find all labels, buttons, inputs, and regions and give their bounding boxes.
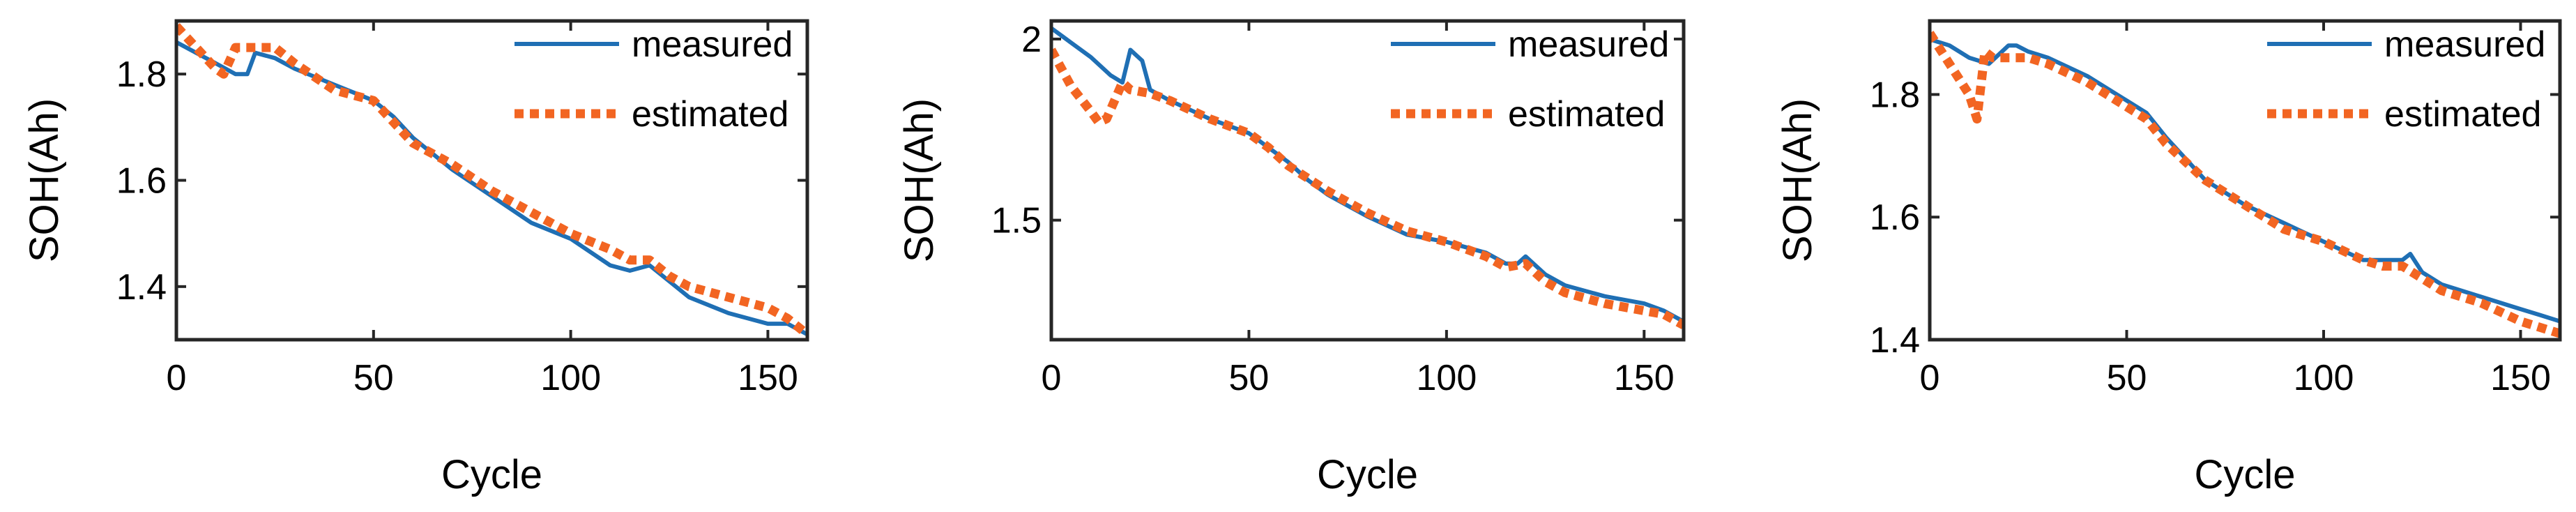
x-tick-label: 100: [540, 358, 601, 398]
y-tick-label: 1.6: [116, 161, 167, 202]
legend-label-estimated: estimated: [2384, 94, 2541, 135]
x-tick-label: 50: [1229, 358, 1270, 398]
x-tick-label: 150: [1614, 358, 1675, 398]
x-tick-label: 150: [2490, 358, 2551, 398]
series-measured-line: [1051, 26, 1684, 324]
legend-label-measured: measured: [1508, 24, 1669, 65]
axes-frame: [1049, 19, 1686, 342]
axes-frame: [1928, 19, 2562, 342]
y-tick-label: 1.5: [991, 201, 1042, 241]
x-axis-title: Cycle: [1317, 452, 1418, 497]
x-tick-label: 0: [167, 358, 187, 398]
series-estimated-line: [1930, 31, 2560, 338]
y-axis-title: SOH(Ah): [1775, 98, 1820, 262]
y-tick-label: 1.4: [116, 267, 167, 308]
x-axis-title: Cycle: [441, 452, 542, 497]
chart-panel-2: 0 50 100 150 1.5 2 Cycle SOH(Ah) measured estimat…: [897, 19, 1686, 497]
chart-panel-1: 0 50 100 150 1.4 1.6 1.8 Cycle SOH(Ah) measured es…: [22, 19, 809, 497]
x-tick-label: 100: [2294, 358, 2354, 398]
y-tick-label: 1.6: [1870, 197, 1920, 238]
x-tick-label: 50: [2107, 358, 2147, 398]
legend: measured estimated: [515, 24, 793, 135]
chart-panel-3: 0 50 100 150 1.4 1.6 1.8 Cycle SOH(Ah) measured es…: [1775, 19, 2562, 497]
x-tick-label: 100: [1416, 358, 1477, 398]
series-estimated-line: [176, 23, 807, 338]
legend-label-estimated: estimated: [1508, 94, 1665, 135]
legend: measured estimated: [2267, 24, 2545, 135]
series-estimated-line: [1051, 47, 1684, 329]
y-tick-label: 1.4: [1870, 320, 1920, 361]
x-tick-label: 50: [353, 358, 394, 398]
x-tick-label: 0: [1920, 358, 1940, 398]
series-measured-line: [1930, 37, 2560, 324]
legend: measured estimated: [1391, 24, 1669, 135]
x-tick-label: 0: [1042, 358, 1062, 398]
y-tick-label: 1.8: [1870, 75, 1920, 115]
legend-label-measured: measured: [2384, 24, 2545, 65]
legend-label-measured: measured: [632, 24, 793, 65]
y-axis-title: SOH(Ah): [22, 98, 67, 262]
y-tick-label: 1.8: [116, 54, 167, 95]
y-axis-title: SOH(Ah): [897, 98, 942, 262]
legend-label-estimated: estimated: [632, 94, 788, 135]
x-tick-label: 150: [738, 358, 798, 398]
y-tick-label: 2: [1021, 20, 1042, 60]
x-axis-title: Cycle: [2194, 452, 2295, 497]
